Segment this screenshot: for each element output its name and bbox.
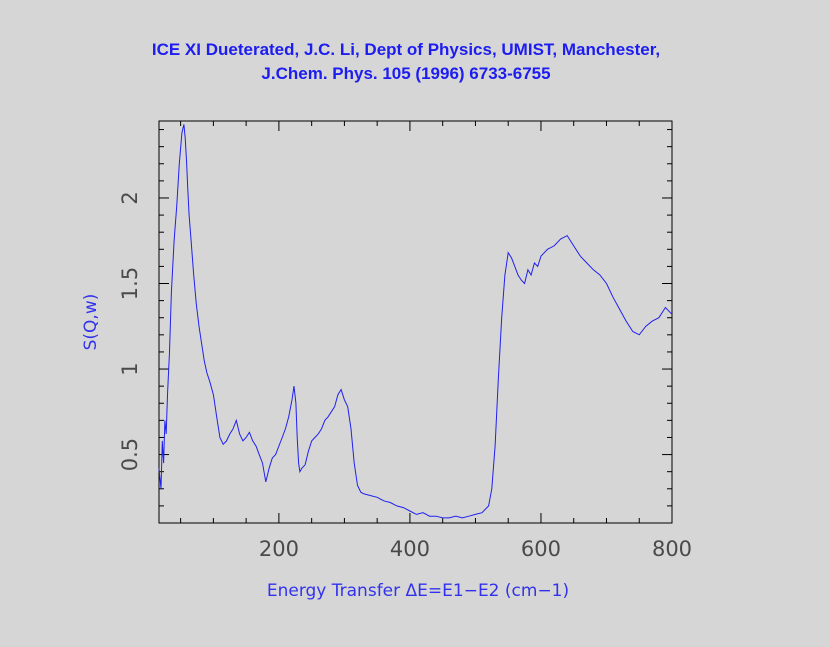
y-axis-label: S(Q,w) bbox=[81, 294, 101, 351]
chart-title: ICE XI Dueterated, J.C. Li, Dept of Phys… bbox=[0, 38, 812, 86]
y-tick-label: 1.5 bbox=[118, 267, 142, 300]
plot-frame bbox=[158, 120, 673, 524]
y-tick-label: 0.5 bbox=[118, 438, 142, 471]
chart-title-line-2: J.Chem. Phys. 105 (1996) 6733-6755 bbox=[261, 64, 551, 83]
x-tick-label: 600 bbox=[521, 537, 561, 561]
tick-labels: 200 400 600 800 0.5 1 1.5 2 bbox=[118, 191, 692, 561]
series-line bbox=[158, 124, 673, 519]
chart-title-line-1: ICE XI Dueterated, J.C. Li, Dept of Phys… bbox=[151, 40, 661, 59]
x-tick-label: 800 bbox=[652, 537, 692, 561]
x-tick-label: 200 bbox=[259, 537, 299, 561]
x-axis-label: Energy Transfer ΔE=E1−E2 (cm−1) bbox=[267, 581, 569, 601]
x-tick-label: 400 bbox=[390, 537, 430, 561]
axis-ticks bbox=[159, 121, 673, 523]
y-tick-label: 1 bbox=[118, 362, 142, 375]
y-tick-label: 2 bbox=[118, 191, 142, 204]
